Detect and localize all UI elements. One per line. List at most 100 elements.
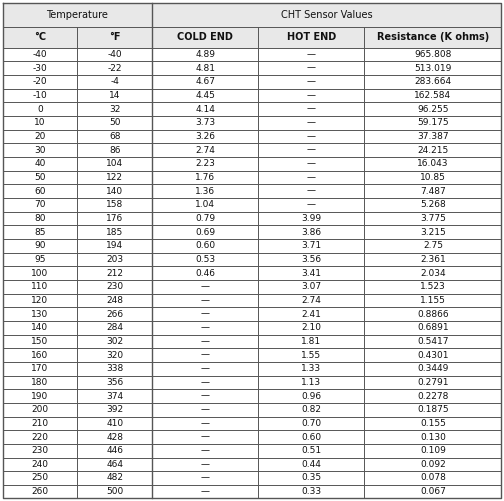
Text: °C: °C bbox=[34, 32, 46, 42]
Text: 120: 120 bbox=[31, 296, 48, 305]
Text: —: — bbox=[201, 337, 210, 346]
Bar bbox=[3, 294, 501, 307]
Text: —: — bbox=[201, 364, 210, 373]
Text: 0.51: 0.51 bbox=[301, 446, 322, 455]
Text: HOT END: HOT END bbox=[287, 32, 336, 42]
Text: 1.13: 1.13 bbox=[301, 378, 322, 387]
Text: —: — bbox=[201, 391, 210, 400]
Text: 10.85: 10.85 bbox=[420, 173, 446, 182]
Text: 3.86: 3.86 bbox=[301, 227, 322, 236]
Text: 965.808: 965.808 bbox=[414, 50, 452, 59]
Text: 0.067: 0.067 bbox=[420, 487, 446, 496]
Bar bbox=[3, 61, 501, 75]
Text: —: — bbox=[307, 132, 316, 141]
Bar bbox=[3, 170, 501, 184]
Text: 3.71: 3.71 bbox=[301, 241, 322, 250]
Text: 283.664: 283.664 bbox=[414, 77, 452, 86]
Text: 37.387: 37.387 bbox=[417, 132, 449, 141]
Text: 248: 248 bbox=[106, 296, 123, 305]
Bar bbox=[3, 116, 501, 130]
Text: 50: 50 bbox=[34, 173, 46, 182]
Text: 2.23: 2.23 bbox=[195, 159, 215, 168]
Text: 158: 158 bbox=[106, 200, 123, 209]
Text: 0.70: 0.70 bbox=[301, 419, 322, 428]
Text: 3.56: 3.56 bbox=[301, 255, 322, 264]
Text: 200: 200 bbox=[31, 405, 48, 414]
Text: 250: 250 bbox=[31, 473, 48, 482]
Text: 2.034: 2.034 bbox=[420, 269, 446, 278]
Bar bbox=[3, 102, 501, 116]
Text: 0.8866: 0.8866 bbox=[417, 310, 449, 319]
Text: 428: 428 bbox=[106, 432, 123, 441]
Text: 212: 212 bbox=[106, 269, 123, 278]
Text: 210: 210 bbox=[31, 419, 48, 428]
Text: —: — bbox=[307, 77, 316, 86]
Text: —: — bbox=[201, 432, 210, 441]
Text: —: — bbox=[201, 351, 210, 360]
Bar bbox=[3, 211, 501, 225]
Text: —: — bbox=[201, 460, 210, 469]
Text: 60: 60 bbox=[34, 186, 46, 195]
Text: 203: 203 bbox=[106, 255, 123, 264]
Text: —: — bbox=[201, 323, 210, 332]
Text: 96.255: 96.255 bbox=[417, 105, 449, 114]
Text: 4.81: 4.81 bbox=[195, 64, 215, 73]
Text: -4: -4 bbox=[110, 77, 119, 86]
Text: 3.215: 3.215 bbox=[420, 227, 446, 236]
Text: —: — bbox=[201, 296, 210, 305]
Bar bbox=[3, 416, 501, 430]
Text: 0.46: 0.46 bbox=[195, 269, 215, 278]
Text: 40: 40 bbox=[34, 159, 46, 168]
Text: 95: 95 bbox=[34, 255, 46, 264]
Text: -30: -30 bbox=[33, 64, 47, 73]
Text: 3.775: 3.775 bbox=[420, 214, 446, 223]
Text: 140: 140 bbox=[31, 323, 48, 332]
Text: 1.04: 1.04 bbox=[195, 200, 215, 209]
Text: 140: 140 bbox=[106, 186, 123, 195]
Text: -10: -10 bbox=[33, 91, 47, 100]
Text: 2.361: 2.361 bbox=[420, 255, 446, 264]
Text: —: — bbox=[307, 146, 316, 155]
Text: 356: 356 bbox=[106, 378, 123, 387]
Text: 374: 374 bbox=[106, 391, 123, 400]
Text: —: — bbox=[201, 446, 210, 455]
Text: —: — bbox=[307, 200, 316, 209]
Bar bbox=[3, 457, 501, 471]
Text: 0: 0 bbox=[37, 105, 43, 114]
Text: COLD END: COLD END bbox=[177, 32, 233, 42]
Bar bbox=[3, 321, 501, 335]
Text: —: — bbox=[201, 419, 210, 428]
Text: 50: 50 bbox=[109, 118, 120, 127]
Text: 1.155: 1.155 bbox=[420, 296, 446, 305]
Bar bbox=[3, 403, 501, 416]
Text: 3.26: 3.26 bbox=[195, 132, 215, 141]
Text: —: — bbox=[307, 173, 316, 182]
Text: 1.55: 1.55 bbox=[301, 351, 322, 360]
Text: 122: 122 bbox=[106, 173, 123, 182]
Bar bbox=[3, 48, 501, 61]
Text: 2.10: 2.10 bbox=[301, 323, 321, 332]
Text: —: — bbox=[307, 105, 316, 114]
Text: 0.6891: 0.6891 bbox=[417, 323, 449, 332]
Text: -22: -22 bbox=[107, 64, 122, 73]
Text: 260: 260 bbox=[31, 487, 48, 496]
Text: —: — bbox=[201, 282, 210, 291]
Text: —: — bbox=[201, 473, 210, 482]
Text: 464: 464 bbox=[106, 460, 123, 469]
Bar bbox=[3, 280, 501, 294]
Text: °F: °F bbox=[109, 32, 120, 42]
Text: 0.130: 0.130 bbox=[420, 432, 446, 441]
Bar bbox=[3, 225, 501, 239]
Text: 2.74: 2.74 bbox=[195, 146, 215, 155]
Bar bbox=[3, 198, 501, 211]
Text: 0.109: 0.109 bbox=[420, 446, 446, 455]
Text: 32: 32 bbox=[109, 105, 120, 114]
Text: 500: 500 bbox=[106, 487, 123, 496]
Text: 1.523: 1.523 bbox=[420, 282, 446, 291]
Text: 110: 110 bbox=[31, 282, 48, 291]
Text: Temperature: Temperature bbox=[46, 10, 108, 20]
Text: 482: 482 bbox=[106, 473, 123, 482]
Text: 2.74: 2.74 bbox=[301, 296, 321, 305]
Text: 2.41: 2.41 bbox=[301, 310, 321, 319]
Text: 20: 20 bbox=[34, 132, 46, 141]
